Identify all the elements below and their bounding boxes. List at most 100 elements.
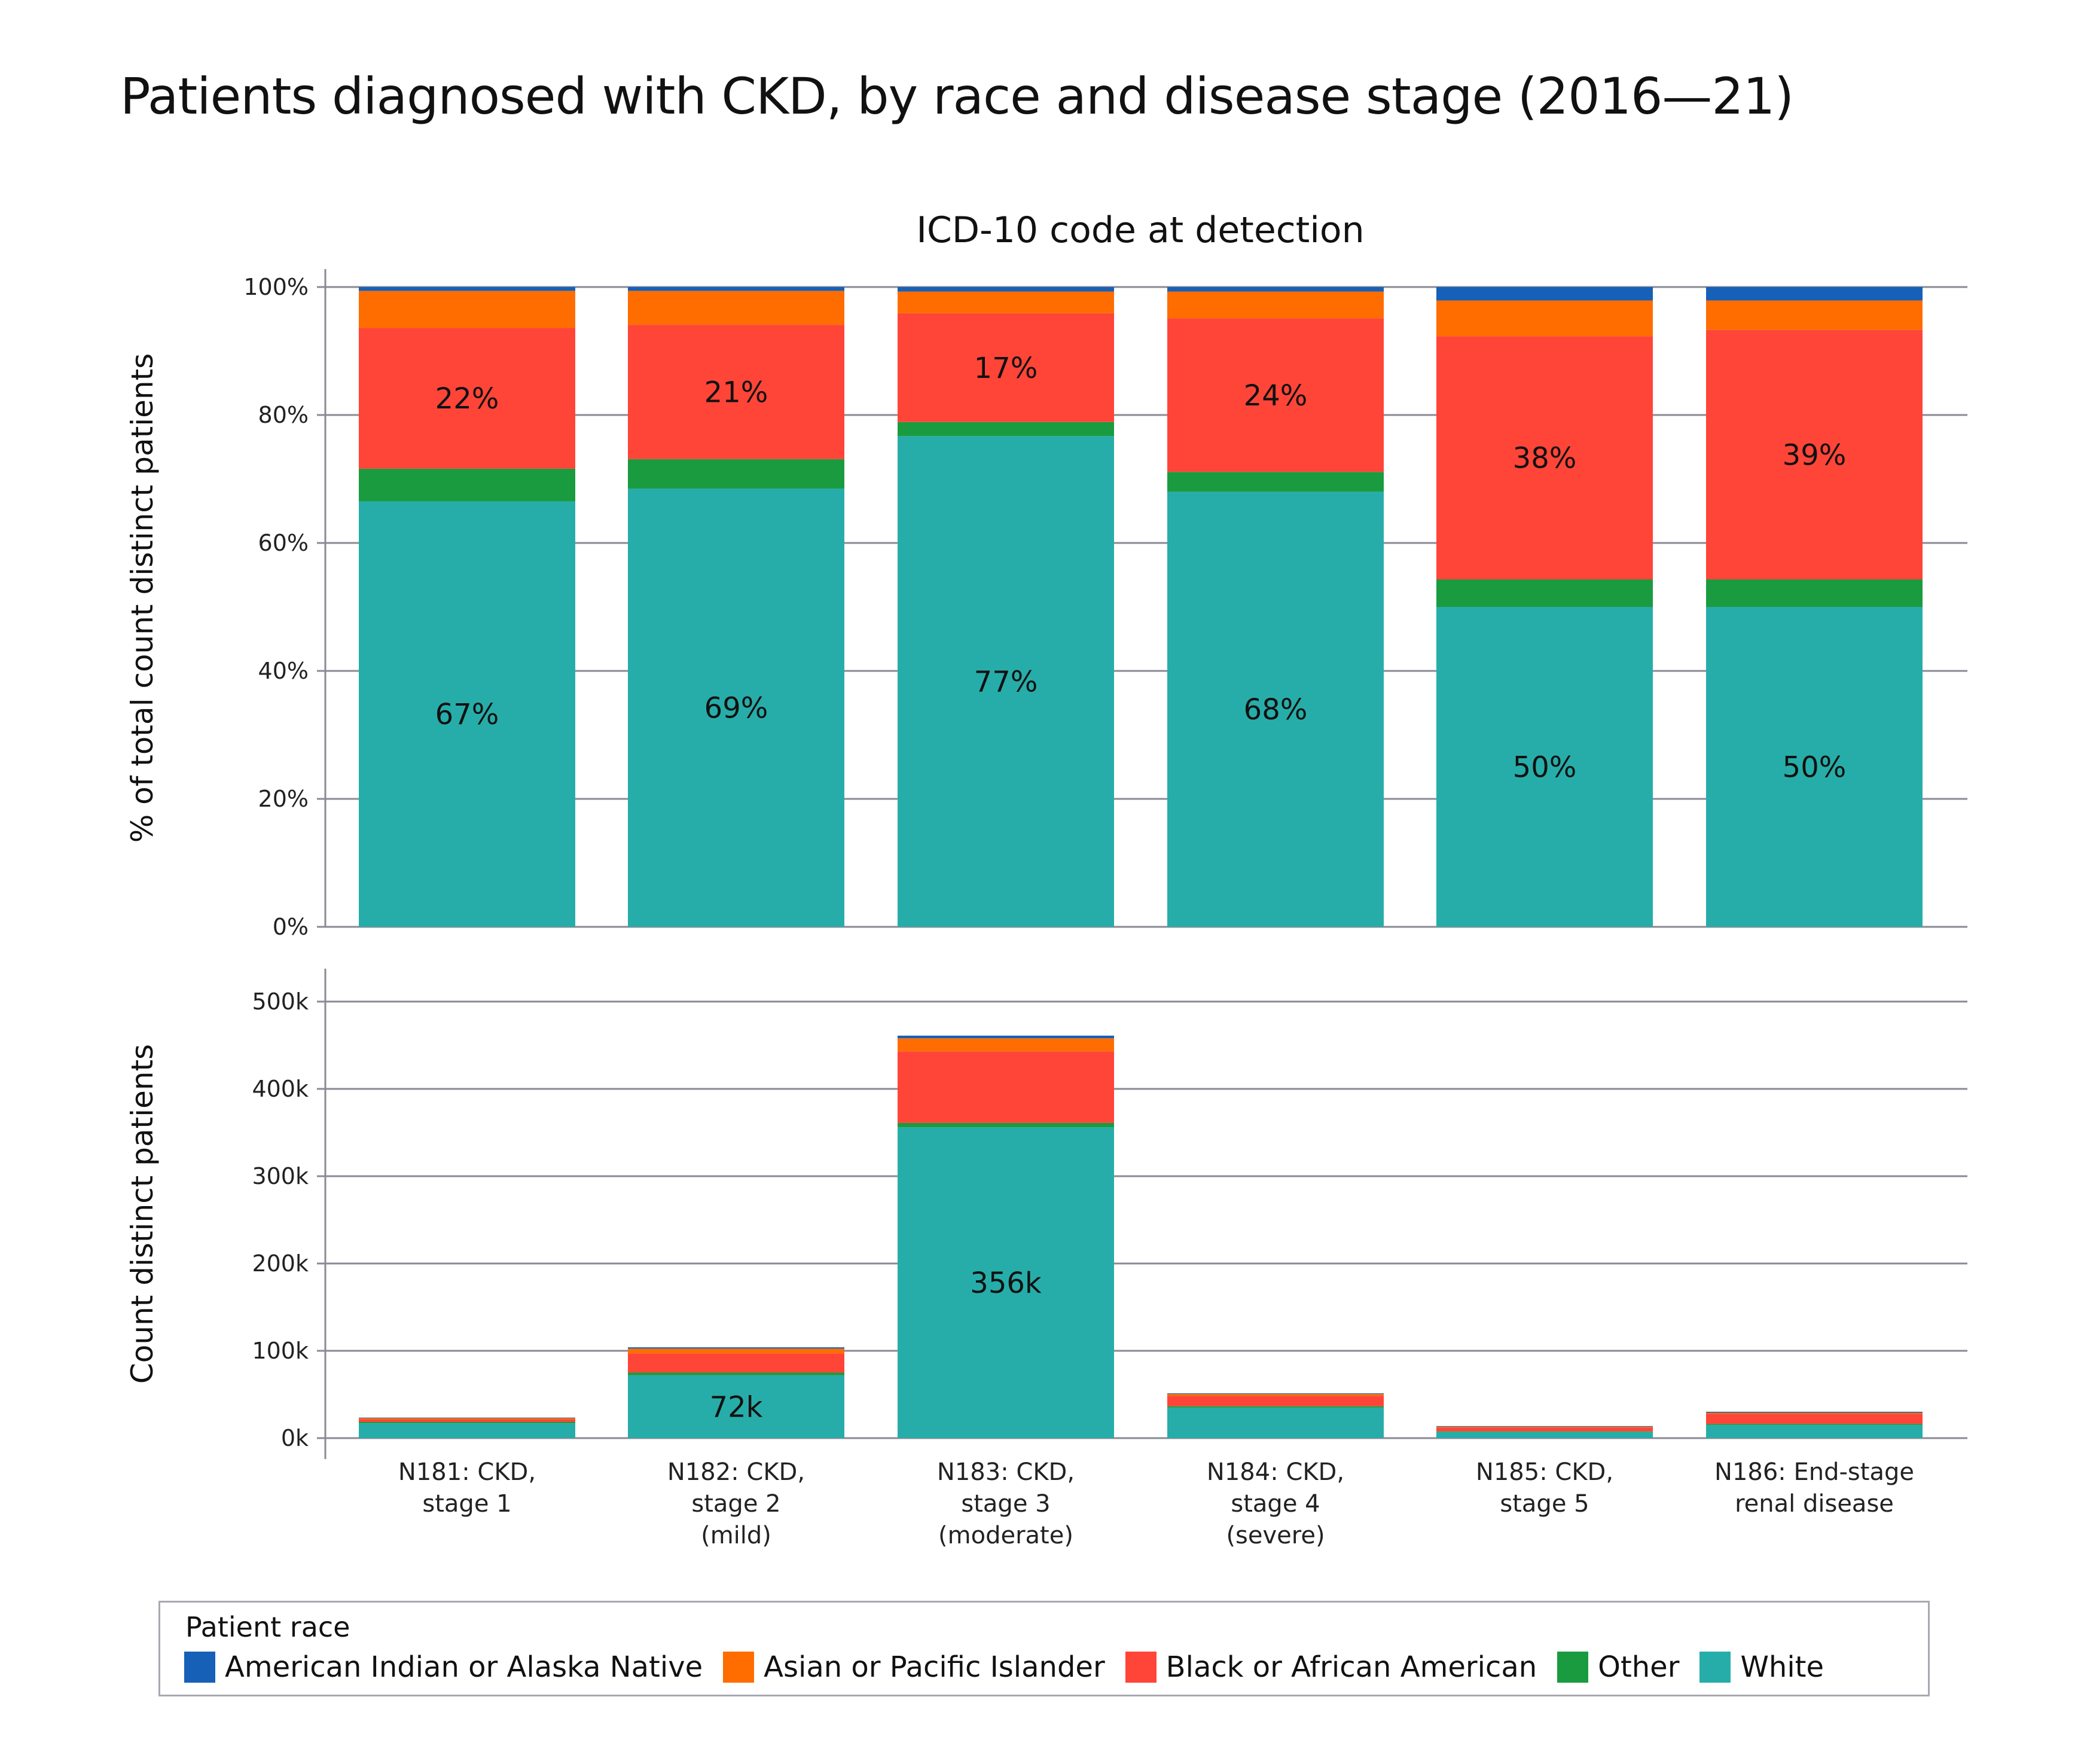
- bar-segment-white: [1436, 607, 1653, 927]
- x-tick-label: N184: CKD,: [1207, 1458, 1344, 1486]
- bar-segment-american-indian-or-alaska-native: [1167, 287, 1384, 292]
- x-tick-label: N183: CKD,: [937, 1458, 1075, 1486]
- bar-segment-american-indian-or-alaska-native: [1706, 1411, 1923, 1413]
- bar-segment-asian-or-pacific-islander: [898, 291, 1114, 313]
- y-tick-label: 400k: [252, 1076, 309, 1102]
- x-tick-label: (moderate): [938, 1522, 1073, 1549]
- x-tick-label: renal disease: [1735, 1490, 1894, 1518]
- bar-segment-black-or-african-american: [1167, 318, 1384, 472]
- bar-stack-n184-ckd-stage-4-severe: [1167, 1393, 1384, 1438]
- legend-item-asian-pacific-islander[interactable]: Asian or Pacific Islander: [723, 1650, 1105, 1684]
- data-label: 69%: [704, 692, 768, 725]
- bar-stack-n182-ckd-stage-2-mild: 69% 21%: [628, 287, 844, 927]
- legend-item-black-african-american[interactable]: Black or African American: [1125, 1650, 1537, 1684]
- data-label: 50%: [1783, 751, 1847, 785]
- bar-segment-white: [628, 489, 844, 927]
- y-tick-label: 300k: [252, 1163, 309, 1189]
- bar-segment-american-indian-or-alaska-native: [898, 1035, 1114, 1039]
- legend-item-other[interactable]: Other: [1557, 1650, 1679, 1684]
- data-label: 72k: [710, 1390, 763, 1424]
- bar-segment-american-indian-or-alaska-native: [1167, 1393, 1384, 1394]
- bar-segment-black-or-african-american: [628, 325, 844, 459]
- bar-stack-n182-ckd-stage-2-mild: 72k: [628, 1347, 844, 1438]
- data-label: 356k: [970, 1266, 1042, 1300]
- bar-segment-other: [1706, 579, 1923, 607]
- bar-segment-other: [628, 1372, 844, 1375]
- x-tick-label: (severe): [1226, 1522, 1325, 1549]
- bar-segment-white: [359, 501, 575, 927]
- bar-stack-n181-ckd-stage-1: 67% 22%: [359, 287, 575, 927]
- y-tick-label: 100%: [243, 274, 309, 300]
- bar-segment-american-indian-or-alaska-native: [628, 1347, 844, 1349]
- bar-segment-other: [1706, 1424, 1923, 1426]
- bar-segment-asian-or-pacific-islander: [628, 1348, 844, 1354]
- bar-segment-american-indian-or-alaska-native: [898, 287, 1114, 292]
- x-tick-label: N185: CKD,: [1476, 1458, 1613, 1486]
- bar-segment-other: [1167, 1406, 1384, 1408]
- x-tick-label: (mild): [701, 1522, 771, 1549]
- data-label: 22%: [435, 382, 499, 416]
- bar-segment-other: [1167, 472, 1384, 492]
- bar-stack-n186-end-stage-renal-disease: 50% 39%: [1706, 287, 1923, 927]
- y-tick-label: 200k: [252, 1250, 309, 1277]
- legend-item-american-indian[interactable]: American Indian or Alaska Native: [184, 1650, 703, 1684]
- bar-segment-asian-or-pacific-islander: [898, 1038, 1114, 1052]
- data-label: 68%: [1244, 693, 1308, 727]
- bar-segment-american-indian-or-alaska-native: [1436, 287, 1653, 301]
- bar-stack-n181-ckd-stage-1: [359, 1417, 575, 1438]
- bar-segment-white: [898, 1127, 1114, 1438]
- data-label: 67%: [435, 698, 499, 731]
- bar-segment-black-or-african-american: [1706, 1414, 1923, 1424]
- bar-segment-black-or-african-american: [1436, 1427, 1653, 1432]
- bar-segment-white: [1436, 1432, 1653, 1438]
- y-tick-label: 20%: [258, 786, 309, 812]
- legend-label: Black or African American: [1165, 1650, 1537, 1684]
- x-tick-label: stage 2: [691, 1490, 780, 1518]
- data-label: 17%: [974, 352, 1038, 385]
- y-tick-label: 60%: [258, 530, 309, 556]
- x-tick-label: stage 4: [1231, 1490, 1320, 1518]
- bar-segment-black-or-african-american: [1706, 329, 1923, 579]
- bar-stack-n183-ckd-stage-3-moderate: 356k: [898, 1035, 1114, 1438]
- x-tick-label: stage 3: [961, 1490, 1050, 1518]
- bar-segment-black-or-african-american: [1436, 336, 1653, 579]
- bar-stack-n185-ckd-stage-5: 50% 38%: [1436, 287, 1653, 927]
- bar-segment-other: [898, 422, 1114, 437]
- bar-segment-american-indian-or-alaska-native: [359, 287, 575, 291]
- bar-segment-white: [898, 436, 1114, 927]
- legend-swatch: [1557, 1652, 1589, 1683]
- legend: Patient race American Indian or Alaska N…: [158, 1601, 1930, 1696]
- bar-stack-n185-ckd-stage-5: [1436, 1426, 1653, 1438]
- bar-segment-american-indian-or-alaska-native: [628, 287, 844, 291]
- bar-stack-n183-ckd-stage-3-moderate: 77% 17%: [898, 287, 1114, 927]
- data-label: 24%: [1244, 379, 1308, 413]
- count-chart: 0k 100k 200k 300k 400k 500k Count distinct pat…: [125, 969, 1967, 1549]
- legend-label: American Indian or Alaska Native: [225, 1650, 703, 1684]
- legend-label: Asian or Pacific Islander: [764, 1650, 1105, 1684]
- bar-segment-asian-or-pacific-islander: [359, 1418, 575, 1420]
- bar-segment-asian-or-pacific-islander: [1706, 300, 1923, 330]
- bar-segment-asian-or-pacific-islander: [1167, 1394, 1384, 1396]
- bar-segment-white: [1706, 607, 1923, 927]
- bar-segment-other: [359, 1421, 575, 1424]
- legend-label: Other: [1598, 1650, 1680, 1684]
- bar-segment-american-indian-or-alaska-native: [1706, 287, 1923, 301]
- bar-segment-other: [628, 459, 844, 489]
- y-tick-label: 80%: [258, 402, 309, 428]
- x-tick-label: stage 5: [1500, 1490, 1589, 1518]
- x-tick-label: stage 1: [422, 1490, 511, 1518]
- data-label: 77%: [974, 666, 1038, 699]
- bar-segment-other: [898, 1122, 1114, 1128]
- x-tick-label: N186: End-stage: [1714, 1458, 1914, 1486]
- top-chart-title: ICD-10 code at detection: [916, 209, 1364, 251]
- y-axis-title: Count distinct patients: [125, 1044, 160, 1384]
- legend-swatch: [1699, 1652, 1731, 1683]
- y-tick-label: 0%: [273, 914, 309, 940]
- legend-item-white[interactable]: White: [1699, 1650, 1824, 1684]
- legend-title: Patient race: [185, 1611, 350, 1643]
- bar-segment-white: [628, 1375, 844, 1438]
- bar-segment-black-or-african-american: [359, 1419, 575, 1422]
- bar-segment-white: [1167, 492, 1384, 927]
- percent-chart: 0% 20% 40% 60% 80% 100% % of total count disti…: [125, 269, 1967, 940]
